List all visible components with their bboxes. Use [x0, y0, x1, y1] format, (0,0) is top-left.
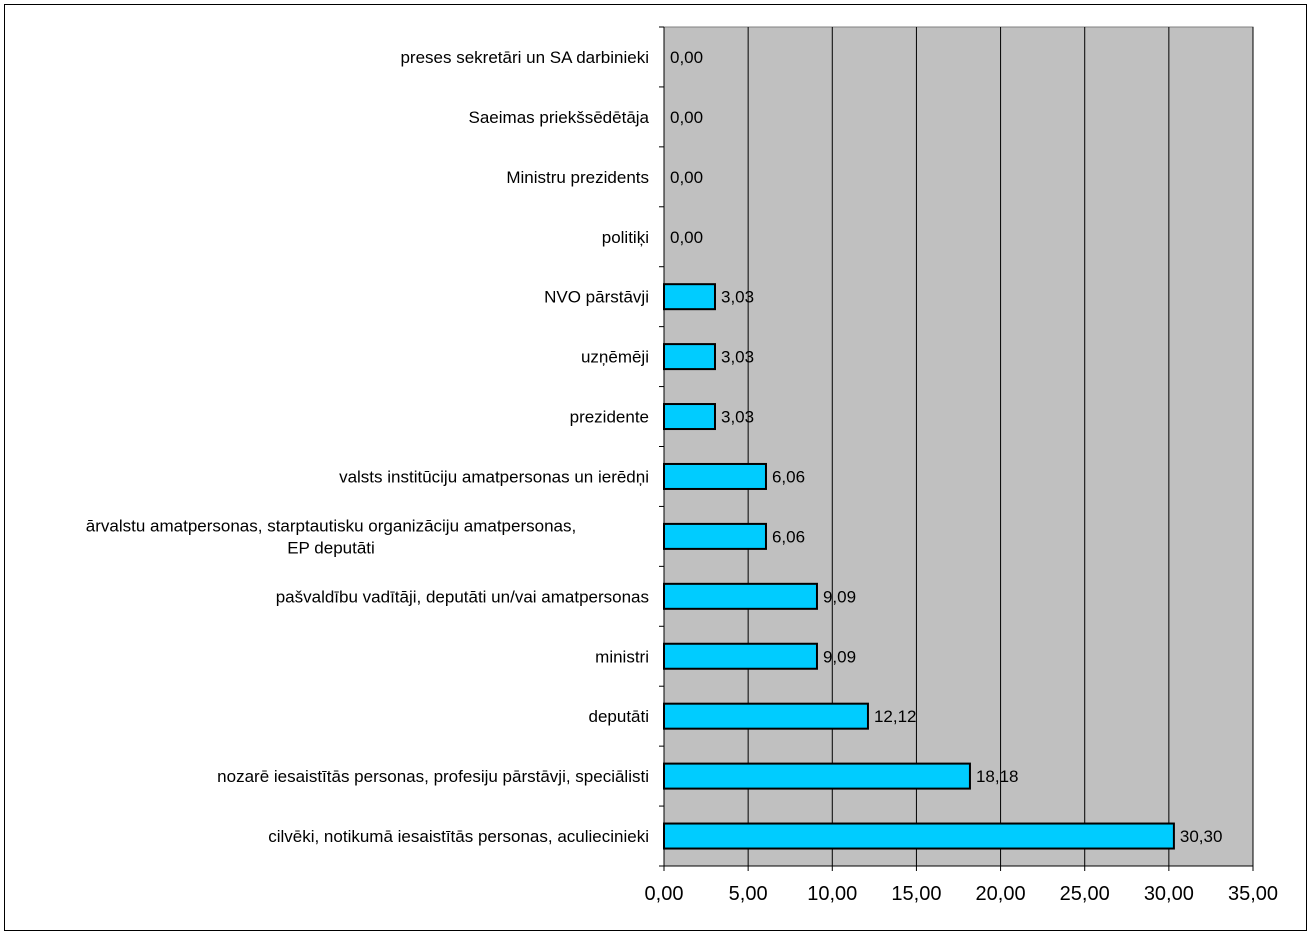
category-label-line: Saeimas priekšsēdētāja — [469, 108, 650, 127]
category-label-line: nozarē iesaistītās personas, profesiju p… — [217, 767, 649, 786]
category-label: Saeimas priekšsēdētāja — [469, 108, 650, 127]
category-label: politiķi — [602, 228, 649, 247]
category-label: prezidente — [570, 408, 649, 427]
category-label: deputāti — [589, 707, 650, 726]
category-labels: preses sekretāri un SA darbinieki Saeimas… — [86, 48, 650, 846]
bar — [663, 762, 971, 790]
value-tick-label: 25,00 — [1060, 883, 1110, 905]
category-label: cilvēki, notikumā iesaistītās personas, … — [268, 827, 649, 846]
category-label-line: EP deputāti — [287, 538, 375, 557]
category-label: uzņēmēji — [581, 348, 649, 367]
category-label-line: ārvalstu amatpersonas, starptautisku org… — [86, 516, 576, 535]
plot-area — [663, 26, 1254, 867]
category-label: ministri — [595, 647, 649, 666]
bar — [663, 462, 767, 490]
bar — [663, 642, 818, 670]
data-label: 18,18 — [976, 767, 1019, 786]
category-label-line: deputāti — [589, 707, 650, 726]
value-tick-label: 30,00 — [1144, 883, 1194, 905]
data-label: 6,06 — [772, 527, 805, 546]
category-label: Ministru prezidents — [506, 168, 649, 187]
category-label-line: Ministru prezidents — [506, 168, 649, 187]
category-label-line: valsts institūciju amatpersonas un ierēd… — [339, 467, 649, 486]
data-label: 0,00 — [670, 108, 703, 127]
category-label-line: preses sekretāri un SA darbinieki — [400, 48, 649, 67]
value-axis: 0,00 5,00 10,00 15,00 20,00 25,00 30,00 35,00 — [645, 865, 1278, 905]
bar — [663, 403, 716, 431]
category-label-line: ministri — [595, 647, 649, 666]
category-label: valsts institūciju amatpersonas un ierēd… — [339, 467, 649, 486]
data-label: 0,00 — [670, 48, 703, 67]
value-tick-label: 15,00 — [891, 883, 941, 905]
data-label: 30,30 — [1180, 827, 1223, 846]
data-label: 3,03 — [721, 288, 754, 307]
category-label-line: pašvaldību vadītāji, deputāti un/vai ama… — [276, 587, 649, 606]
data-label: 0,00 — [670, 228, 703, 247]
data-label: 3,03 — [721, 348, 754, 367]
bar — [663, 522, 767, 550]
category-label-line: politiķi — [602, 228, 649, 247]
data-label: 9,09 — [823, 587, 856, 606]
category-label-line: cilvēki, notikumā iesaistītās personas, … — [268, 827, 649, 846]
bar — [663, 822, 1175, 850]
bar — [663, 343, 716, 371]
category-label-line: uzņēmēji — [581, 348, 649, 367]
data-label: 12,12 — [874, 707, 917, 726]
bar — [663, 702, 869, 730]
value-tick-label: 10,00 — [807, 883, 857, 905]
category-label: nozarē iesaistītās personas, profesiju p… — [217, 767, 649, 786]
value-tick-label: 5,00 — [729, 883, 768, 905]
data-labels: 0,00 0,00 0,00 0,00 3,03 3,03 3,03 6,06 6,06 9,09… — [670, 48, 1222, 846]
category-label: pašvaldību vadītāji, deputāti un/vai ama… — [276, 587, 649, 606]
data-label: 9,09 — [823, 647, 856, 666]
category-axis — [659, 26, 665, 867]
category-label: ārvalstu amatpersonas, starptautisku org… — [86, 516, 576, 557]
category-label-line: NVO pārstāvji — [544, 288, 649, 307]
data-label: 6,06 — [772, 467, 805, 486]
category-label: NVO pārstāvji — [544, 288, 649, 307]
data-label: 3,03 — [721, 408, 754, 427]
value-tick-label: 0,00 — [645, 883, 684, 905]
data-label: 0,00 — [670, 168, 703, 187]
category-label: preses sekretāri un SA darbinieki — [400, 48, 649, 67]
bars — [663, 283, 1175, 850]
bar — [663, 283, 716, 311]
value-tick-label: 35,00 — [1228, 883, 1278, 905]
bar — [663, 582, 818, 610]
category-label-line: prezidente — [570, 408, 649, 427]
value-tick-label: 20,00 — [976, 883, 1026, 905]
